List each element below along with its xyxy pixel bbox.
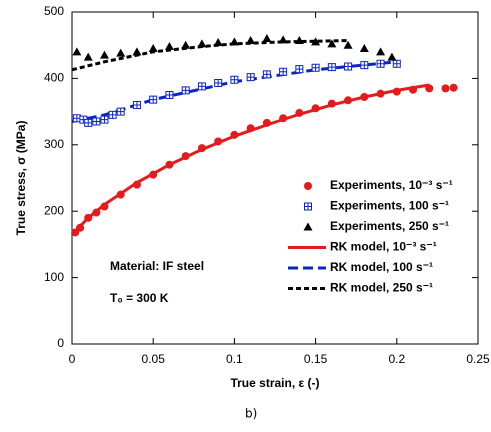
data-point [72, 114, 81, 123]
y-tick-label: 500 [44, 4, 64, 18]
data-point [295, 108, 304, 117]
data-point [344, 62, 353, 71]
data-point [84, 118, 93, 127]
data-point [327, 39, 337, 48]
data-point [108, 110, 117, 119]
data-point [262, 34, 272, 43]
y-axis-label: True stress, σ (MPa) [14, 121, 28, 236]
data-point [246, 36, 256, 45]
x-tick-label: 0.2 [388, 352, 405, 366]
data-point [214, 79, 223, 88]
data-point [376, 59, 385, 68]
data-point [311, 37, 321, 46]
data-point [230, 75, 239, 84]
x-tick-label: 0 [69, 352, 76, 366]
data-point [165, 91, 174, 99]
data-point [409, 85, 418, 94]
data-point [181, 40, 191, 49]
data-point [392, 87, 401, 96]
data-point [132, 100, 141, 109]
data-point [213, 38, 223, 47]
data-point [360, 61, 369, 70]
data-point [262, 118, 271, 127]
x-tick-label: 0.05 [142, 352, 166, 366]
data-point [116, 190, 125, 199]
legend-marker [304, 182, 312, 190]
data-point [164, 42, 174, 51]
data-point [376, 47, 386, 56]
data-point [92, 208, 101, 217]
data-point [229, 37, 239, 46]
data-point [295, 65, 304, 74]
data-point [279, 114, 288, 123]
data-point [360, 92, 369, 101]
legend-label: Experiments, 250 s⁻¹ [330, 219, 449, 233]
data-point [359, 44, 369, 53]
data-point [279, 67, 288, 76]
data-point [327, 63, 336, 72]
data-point [84, 213, 93, 222]
data-point [99, 50, 109, 59]
data-point [392, 59, 401, 68]
data-point [181, 152, 190, 161]
data-point [132, 180, 141, 189]
data-point [387, 52, 397, 61]
y-tick-label: 100 [44, 270, 64, 284]
legend-marker [304, 202, 312, 211]
legend-label: Experiments, 10⁻³ s⁻¹ [330, 178, 453, 192]
data-point [246, 124, 255, 133]
legend-label: RK model, 10⁻³ s⁻¹ [330, 240, 437, 254]
data-point [100, 115, 109, 124]
y-tick-label: 400 [44, 71, 64, 85]
data-point [116, 48, 126, 57]
data-point [425, 84, 434, 93]
x-tick-label: 0.1 [226, 352, 243, 366]
model-line [71, 39, 349, 72]
y-tick-label: 0 [57, 336, 64, 350]
data-point [197, 144, 206, 153]
x-tick-label: 0.15 [304, 352, 328, 366]
data-point [230, 130, 239, 139]
data-point [165, 160, 174, 169]
y-tick-label: 300 [44, 137, 64, 151]
data-point [262, 70, 271, 79]
data-point [278, 35, 288, 44]
data-point [132, 47, 142, 56]
data-point [149, 95, 158, 104]
x-axis-label: True strain, ε (-) [230, 376, 319, 390]
plot-frame [71, 11, 479, 345]
data-point [72, 47, 82, 56]
data-point [92, 117, 101, 126]
annotation: Material: IF steel [110, 259, 204, 273]
data-point [311, 104, 320, 113]
data-point [83, 52, 93, 61]
annotation: b) [245, 407, 257, 421]
data-point [116, 107, 125, 116]
legend-label: Experiments, 100 s⁻¹ [330, 199, 449, 213]
data-point [327, 99, 336, 108]
data-point [214, 137, 223, 146]
legend-marker [303, 222, 313, 231]
data-point [294, 36, 304, 45]
data-point [449, 83, 458, 92]
data-point [311, 63, 320, 72]
data-point [149, 170, 158, 179]
data-point [76, 223, 85, 232]
data-point [100, 202, 109, 211]
annotation: T₀ = 300 K [110, 291, 169, 305]
data-point [181, 86, 190, 95]
x-tick-label: 0.25 [466, 352, 490, 366]
legend-label: RK model, 100 s⁻¹ [330, 260, 433, 274]
data-point [376, 89, 385, 98]
data-point [148, 44, 158, 53]
data-point [344, 96, 353, 105]
data-point [197, 39, 207, 48]
y-tick-label: 200 [44, 203, 64, 217]
data-point [246, 73, 255, 82]
data-point [343, 40, 353, 49]
data-point [441, 84, 450, 93]
data-point [197, 82, 206, 91]
legend-label: RK model, 250 s⁻¹ [330, 281, 433, 295]
